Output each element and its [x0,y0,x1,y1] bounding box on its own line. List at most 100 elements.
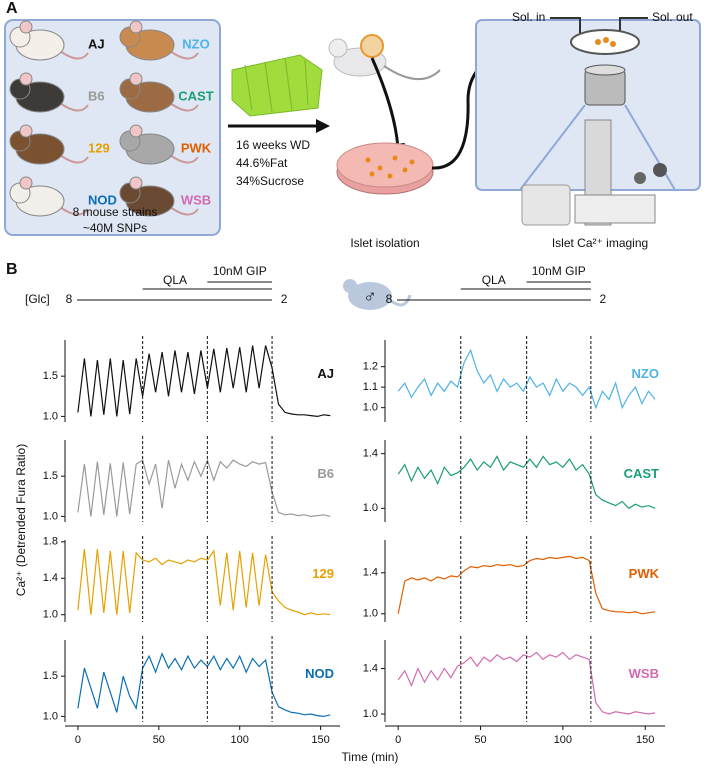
arrow-head [316,119,330,133]
series-label: NZO [632,366,659,381]
series-label: CAST [624,466,659,481]
series-label: B6 [317,466,334,481]
x-tick-label: 50 [474,734,486,746]
y-tick-label: 1.0 [363,608,378,620]
y-tick-label: 1.0 [43,609,58,621]
strain-label: PWK [181,140,212,155]
mouse-ear [19,124,33,138]
series-label: 129 [312,566,334,581]
strain-label: NZO [182,36,209,51]
panel-label: A [6,0,18,17]
x-tick-label: 50 [153,734,165,746]
series-label: PWK [629,566,660,581]
y-tick-label: 1.8 [43,536,58,548]
mouse-icon [343,279,412,310]
gip-label: 10nM GIP [213,264,267,278]
y-tick-label: 1.0 [363,708,378,720]
trace [397,555,656,615]
mouse-ear [19,20,33,34]
series-label: NOD [305,666,334,681]
trace [397,651,656,715]
y-tick-label: 1.2 [363,361,378,373]
mouse-tail [59,206,89,216]
mouse-tail [59,154,89,164]
x-tick-label: 100 [231,734,249,746]
sol-out: Sol. out [652,10,693,24]
x-tick-label: 150 [636,734,654,746]
x-tick-label: 100 [554,734,572,746]
arrow [370,57,400,149]
glc-label: [Glc] [25,292,50,306]
perfusion-chamber [550,17,648,106]
glc-end: 2 [281,292,288,306]
sol-in: Sol. in [512,10,545,24]
mouse-ear [19,72,33,86]
mouse-tail [169,206,199,216]
mouse-tail [169,50,199,60]
y-tick-label: 1.5 [43,470,58,482]
mouse-tail [169,154,199,164]
mice-icons [9,20,199,217]
donor-mouse [328,34,441,81]
y-tick-label: 1.1 [363,381,378,393]
y-tick-label: 1.0 [363,402,378,414]
mouse-tail [59,50,89,60]
series-label: WSB [629,666,659,681]
y-tick-label: 1.4 [363,567,378,579]
trace [77,345,331,418]
y-tick-label: 1.5 [43,670,58,682]
sex-symbol: ♂ [363,286,377,306]
trace [397,348,656,410]
qla-label: QLA [482,273,506,287]
x-tick-label: 150 [311,734,329,746]
strain-label: B6 [88,88,105,103]
strain-label: AJ [88,36,105,51]
y-axis-label: Ca²⁺ (Detrended Fura Ratio) [14,444,28,596]
glc-end: 2 [600,292,607,306]
mouse-tail [59,102,89,112]
step-label: Islet Ca²⁺ imaging [552,236,648,250]
x-axis-label: Time (min) [342,750,399,764]
panel-label: B [6,261,18,278]
diet-text: 44.6%Fat [236,156,288,170]
y-tick-label: 1.5 [43,370,58,382]
trace [77,652,331,718]
series-label: AJ [317,366,334,381]
mouse-ear [129,176,143,190]
y-tick-label: 1.4 [43,572,58,584]
step-label: Islet isolation [350,236,419,250]
qla-label: QLA [163,273,187,287]
glc-start: 8 [386,292,393,306]
mouse-ear [129,72,143,86]
microscope [521,119,667,226]
gip-label: 10nM GIP [532,264,586,278]
trace [77,549,331,616]
zoom-lines [519,104,676,191]
diet-text: 34%Sucrose [236,174,304,188]
strain-label: CAST [178,88,213,103]
x-tick-label: 0 [75,734,81,746]
y-tick-label: 1.0 [363,502,378,514]
y-tick-label: 1.4 [363,448,378,460]
snp-count: ~40M SNPs [83,221,147,235]
y-tick-label: 1.0 [43,710,58,722]
strain-label: NOD [88,192,117,207]
y-tick-label: 1.0 [43,410,58,422]
strain-box [4,19,221,236]
diet-block [231,54,323,117]
mouse-tail [169,102,199,112]
y-tick-label: 1.4 [363,662,378,674]
petri-dish [336,142,434,195]
strain-label: 129 [88,140,110,155]
mouse-ear [129,20,143,34]
strain-count: 8 mouse strains [73,205,158,219]
trace [77,458,331,518]
mouse-ear [129,124,143,138]
x-tick-label: 0 [395,734,401,746]
y-tick-label: 1.0 [43,510,58,522]
diet-text: 16 weeks WD [236,138,310,152]
strain-label: WSB [181,192,211,207]
mouse-ear [19,176,33,190]
glc-start: 8 [66,292,73,306]
